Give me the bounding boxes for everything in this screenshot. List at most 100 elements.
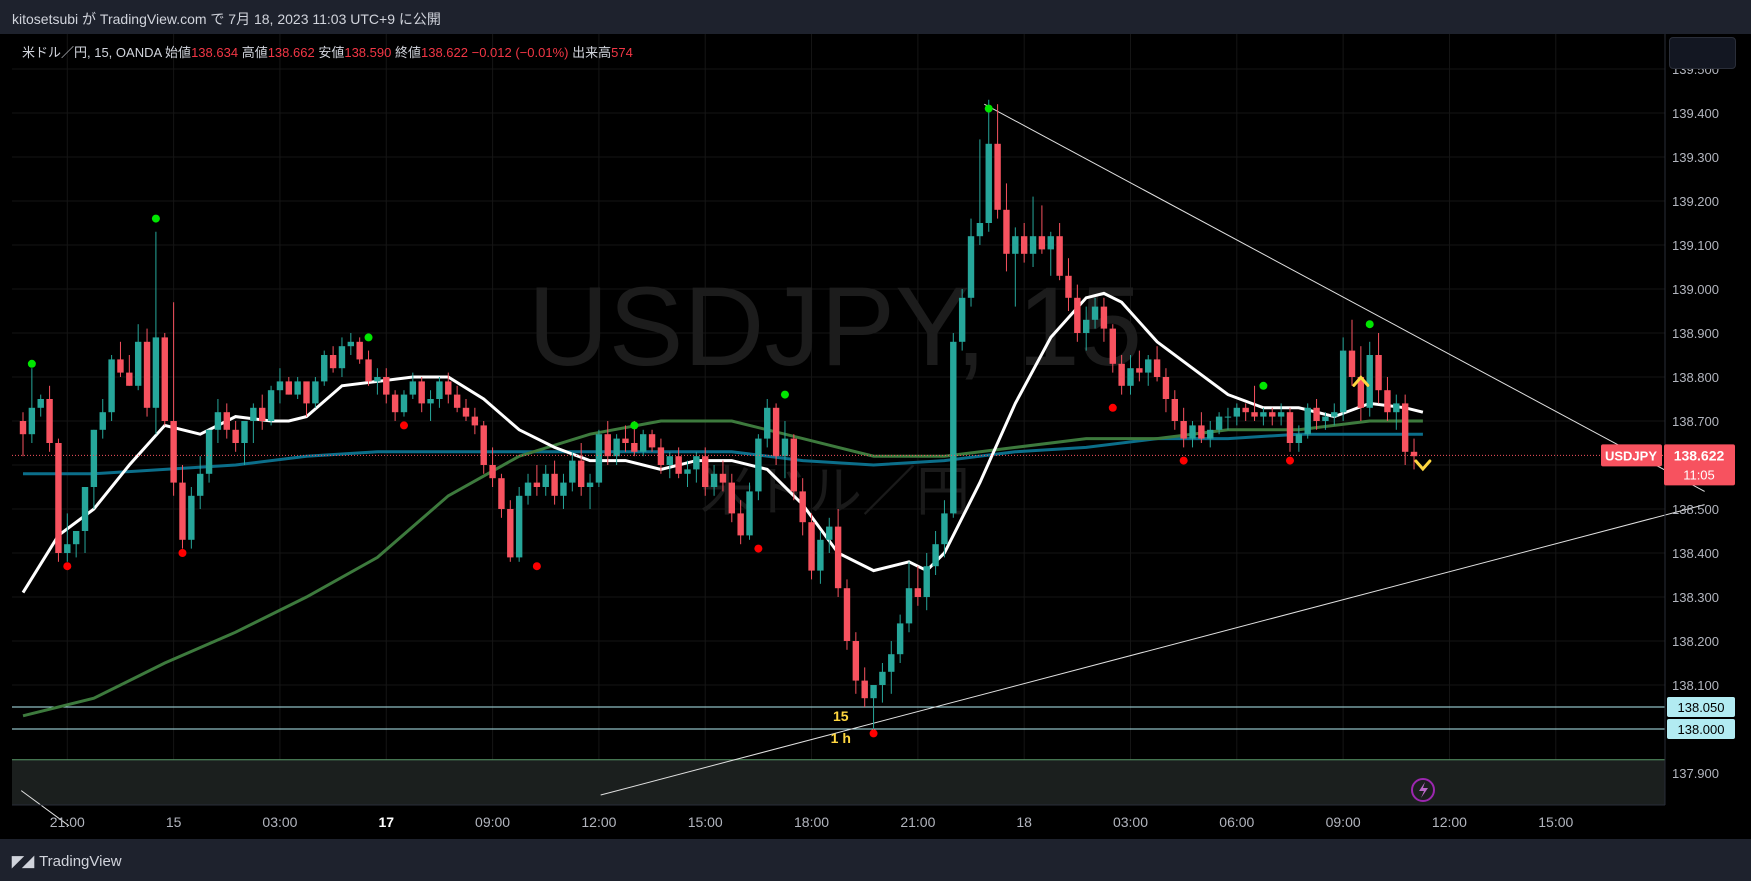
candle-body <box>666 456 673 465</box>
candle-body <box>356 341 363 360</box>
swing-low-dot <box>63 562 72 571</box>
time-tick-label: 15:00 <box>1538 814 1573 830</box>
swing-high-dot <box>151 214 160 223</box>
price-tick-label: 139.200 <box>1672 194 1719 209</box>
candle-body <box>755 438 762 492</box>
time-tick-label: 12:00 <box>1432 814 1467 830</box>
legend-close-label: 終値 <box>394 45 421 60</box>
candle-body <box>197 473 204 496</box>
trendline <box>984 103 1705 492</box>
candle-body <box>1100 306 1108 329</box>
horizontal-levels <box>12 706 1665 730</box>
legend-volume-label: 出来高 <box>572 45 612 60</box>
candle-body <box>923 566 930 597</box>
candle-body <box>542 473 549 487</box>
chart-control-box[interactable] <box>1669 37 1736 69</box>
price-tick-label: 139.100 <box>1672 238 1719 253</box>
price-tick-label: 138.900 <box>1672 326 1719 341</box>
price-tick-label: 138.400 <box>1672 546 1719 561</box>
time-tick-label: 15 <box>166 814 182 830</box>
candle-body <box>19 421 27 435</box>
candle-body <box>1295 434 1303 443</box>
candle-body <box>817 539 824 571</box>
candle-body <box>152 337 160 408</box>
candle-body <box>1020 236 1028 254</box>
symbol-watermark: USDJPY, 15 米ドル／円 <box>528 264 1142 522</box>
swing-low-dot <box>754 544 763 553</box>
candle-body <box>179 482 186 540</box>
price-tick-label: 138.800 <box>1672 370 1719 385</box>
candle-body <box>498 478 505 509</box>
candle-body <box>764 407 771 439</box>
candle-body <box>267 390 275 421</box>
candle-body <box>1393 403 1400 413</box>
candle-body <box>799 491 806 523</box>
candle-body <box>1401 403 1409 452</box>
candle-body <box>1047 236 1054 250</box>
candle-body <box>143 341 151 408</box>
candle-body <box>1313 407 1320 421</box>
candle-body <box>400 394 408 413</box>
last-price-tag <box>1664 444 1735 486</box>
swing-high-dot <box>1365 320 1374 329</box>
candle-body <box>1189 425 1196 439</box>
candle-body <box>1322 416 1329 421</box>
time-tick-label: 03:00 <box>1113 814 1148 830</box>
bar-countdown-label: 11:05 <box>1683 467 1715 482</box>
candle-body <box>445 381 452 395</box>
candle-body <box>622 438 629 443</box>
candle-body <box>950 341 957 514</box>
candle-body <box>515 495 523 558</box>
candle-body <box>241 421 248 443</box>
candle-body <box>604 434 611 457</box>
candle-body <box>1277 412 1285 417</box>
symbol-tag <box>1601 444 1662 467</box>
candle-body <box>870 685 877 699</box>
swing-high-dot <box>1259 381 1268 390</box>
tradingview-logo[interactable]: ◤◢ TradingView <box>12 852 122 871</box>
candle-body <box>914 588 922 597</box>
candles <box>19 99 1418 734</box>
candle-body <box>462 407 470 417</box>
swing-markers: 151 h <box>27 104 1432 746</box>
candle-body <box>1215 416 1223 430</box>
candle-body <box>861 680 868 699</box>
signal-down-chevron <box>1414 459 1432 472</box>
candle-body <box>347 341 355 347</box>
candle-body <box>976 223 984 237</box>
watermark-sub: 米ドル／円 <box>700 462 970 522</box>
alert-icon[interactable] <box>1411 778 1435 802</box>
candle-body <box>1224 416 1232 418</box>
candle-body <box>1127 368 1134 386</box>
candle-body <box>489 465 496 479</box>
swing-low-dot <box>1108 403 1117 412</box>
candle-body <box>932 544 939 567</box>
candle-body <box>648 434 656 448</box>
candle-body <box>471 416 479 426</box>
price-tick-label: 138.500 <box>1672 502 1719 517</box>
candle-body <box>1171 399 1178 421</box>
swing-low-dot <box>1179 456 1188 465</box>
candle-body <box>365 359 372 382</box>
candle-body <box>418 381 425 404</box>
candle-body <box>569 460 576 483</box>
candle-body <box>728 482 735 514</box>
legend-low: 138.590 <box>344 45 392 60</box>
time-tick-label: 18 <box>1016 814 1032 830</box>
swing-high-dot <box>780 390 789 399</box>
legend-high: 138.662 <box>267 45 315 60</box>
candle-body <box>64 544 71 553</box>
candle-body <box>214 412 222 430</box>
candle-body <box>551 473 558 496</box>
candle-body <box>99 412 106 430</box>
time-tick-label: 03:00 <box>262 814 297 830</box>
last-price-label: 138.622 <box>1674 447 1725 463</box>
candle-body <box>188 495 195 540</box>
candle-body <box>710 473 718 487</box>
candle-body <box>507 509 514 558</box>
time-tick-label: 21:00 <box>900 814 935 830</box>
candle-body <box>1384 390 1391 413</box>
price-tick-label: 138.700 <box>1672 414 1719 429</box>
time-tick-label: 09:00 <box>475 814 510 830</box>
